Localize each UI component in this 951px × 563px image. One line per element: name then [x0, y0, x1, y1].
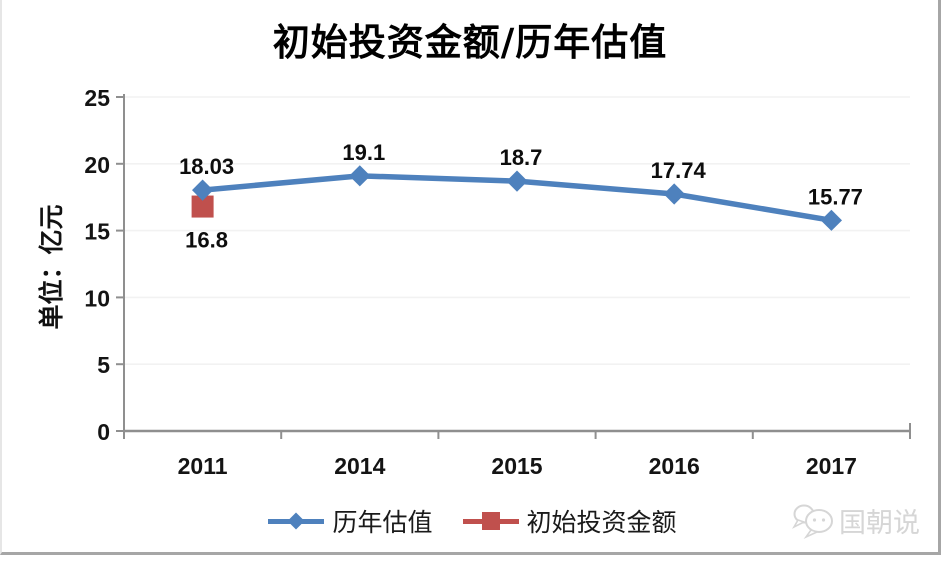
legend-line-square-swatch [462, 510, 519, 532]
chart-title: 初始投资金额/历年估值 [272, 20, 668, 64]
legend-item: 历年估值 [268, 503, 433, 539]
data-label: 15.77 [808, 184, 863, 209]
diamond-marker [820, 209, 843, 231]
legend-label: 历年估值 [332, 508, 433, 537]
watermark: 国朝说 [792, 501, 920, 540]
plot-area: 0 5 10 15 20 25 2011 2014 2015 2016 2017 16.8 18.03 1… [84, 85, 911, 479]
data-label: 16.8 [185, 228, 228, 253]
diamond-marker [663, 183, 685, 205]
chart-legend: 历年估值 初始投资金额 [2, 503, 943, 539]
y-tick-label: 15 [84, 219, 110, 245]
x-tick-label: 2011 [178, 453, 228, 479]
y-tick-label: 10 [84, 285, 110, 311]
square-marker [191, 195, 214, 218]
legend-item: 初始投资金额 [462, 503, 677, 539]
diamond-marker [191, 179, 214, 201]
y-tick-label: 5 [97, 352, 110, 378]
chat-bubbles-icon [792, 504, 833, 539]
legend-line-diamond-swatch [268, 510, 325, 532]
y-tick-label: 25 [84, 85, 110, 111]
x-tick-label: 2015 [491, 453, 542, 479]
watermark-text: 国朝说 [839, 508, 920, 539]
data-label: 17.74 [651, 158, 707, 183]
chart-frame: 初始投资金额/历年估值 单位：亿元 0 5 10 15 20 25 2011 2014 2015… [0, 0, 941, 555]
diamond-marker [506, 170, 528, 192]
x-tick-label: 2014 [334, 453, 385, 479]
diamond-marker [349, 165, 371, 187]
y-tick-label: 0 [97, 419, 110, 445]
x-tick-label: 2016 [649, 453, 700, 479]
data-label: 18.7 [500, 145, 543, 170]
data-label: 18.03 [179, 154, 234, 179]
y-tick-label: 20 [84, 152, 110, 178]
data-label: 19.1 [342, 140, 385, 165]
legend-label: 初始投资金额 [526, 508, 677, 537]
x-tick-label: 2017 [806, 453, 857, 479]
